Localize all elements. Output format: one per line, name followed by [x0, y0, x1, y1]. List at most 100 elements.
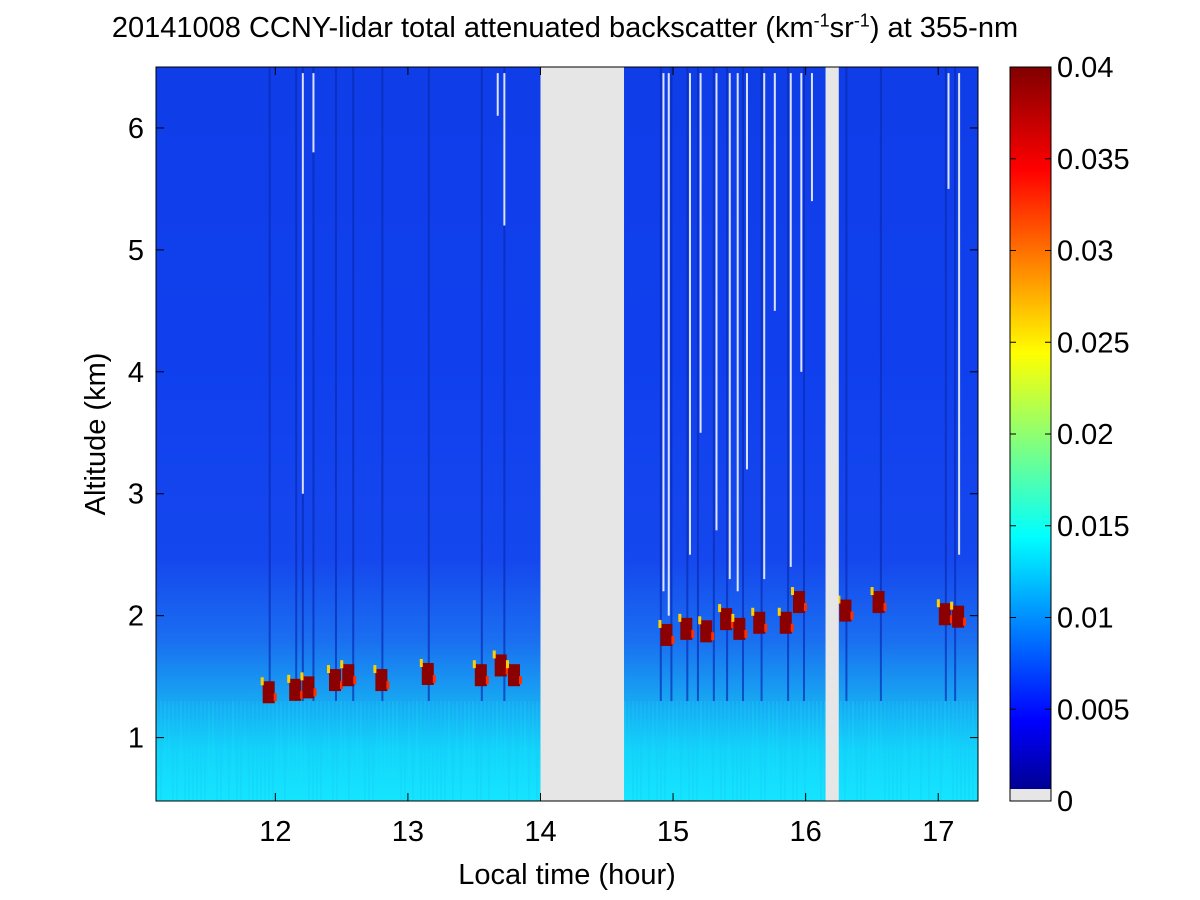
- saturated-streak: [667, 73, 670, 616]
- texture-stripe: [956, 701, 958, 801]
- colorbar: 0 0.005 0.01 0.015 0.02 0.025 0.03 0.035 0.04: [1009, 52, 1130, 818]
- texture-stripe: [644, 701, 646, 801]
- texture-stripe: [160, 701, 162, 801]
- texture-stripe: [484, 701, 486, 801]
- cloud-edge: [850, 611, 854, 620]
- cloud-core: [302, 676, 315, 699]
- cloud-edge: [313, 688, 317, 697]
- texture-stripe: [452, 701, 454, 801]
- cloud-edge: [300, 690, 304, 699]
- texture-stripe: [936, 701, 938, 801]
- colorbar-nodata-swatch: [1010, 789, 1051, 801]
- y-tick-label: 4: [128, 357, 144, 389]
- texture-stripe: [868, 701, 870, 801]
- attenuation-line: [670, 67, 673, 702]
- x-tick-label: 14: [524, 816, 556, 848]
- texture-stripe: [336, 701, 338, 801]
- texture-stripe: [932, 701, 934, 801]
- texture-stripe: [900, 701, 902, 801]
- texture-stripe: [524, 701, 526, 801]
- texture-stripe: [500, 701, 502, 801]
- cloud-core: [660, 623, 673, 646]
- texture-stripe: [508, 701, 510, 801]
- colorbar-tick-label: 0: [1057, 786, 1073, 818]
- texture-stripe: [804, 701, 806, 801]
- texture-stripe: [656, 701, 658, 801]
- texture-stripe: [796, 701, 798, 801]
- y-tick-label: 5: [128, 235, 144, 267]
- texture-stripe: [696, 701, 698, 801]
- texture-stripe: [732, 701, 734, 801]
- texture-stripe: [684, 701, 686, 801]
- texture-stripe: [480, 701, 482, 801]
- texture-stripe: [356, 701, 358, 801]
- chart-title-prefix: 20141008 CCNY-lidar total attenuated bac…: [111, 12, 814, 44]
- texture-stripe: [904, 701, 906, 801]
- texture-stripe: [756, 701, 758, 801]
- texture-stripe: [668, 701, 670, 801]
- saturated-streak: [810, 73, 813, 202]
- x-tick-label: 17: [922, 816, 954, 848]
- texture-stripe: [416, 701, 418, 801]
- cloud-core: [375, 669, 388, 692]
- texture-stripe: [808, 701, 810, 801]
- cloud-core: [793, 591, 806, 614]
- texture-stripe: [520, 701, 522, 801]
- cloud-core: [680, 617, 693, 640]
- texture-stripe: [464, 701, 466, 801]
- cloud-core: [720, 608, 733, 631]
- attenuation-line: [760, 67, 763, 702]
- texture-stripe: [792, 701, 794, 801]
- saturated-streak: [503, 73, 506, 226]
- cloud-edge: [505, 660, 509, 669]
- attenuation-line: [802, 67, 805, 702]
- texture-stripe: [924, 701, 926, 801]
- texture-stripe: [352, 701, 354, 801]
- cloud-edge: [790, 623, 794, 632]
- texture-stripe: [384, 701, 386, 801]
- texture-stripe: [224, 701, 226, 801]
- texture-stripe: [692, 701, 694, 801]
- texture-stripe: [876, 701, 878, 801]
- texture-stripe: [764, 701, 766, 801]
- texture-stripe: [280, 701, 282, 801]
- texture-stripe: [164, 701, 166, 801]
- attenuation-line: [726, 67, 729, 702]
- cloud-core: [700, 620, 713, 643]
- colorbar-tick-label: 0.015: [1057, 511, 1130, 543]
- texture-stripe: [660, 701, 662, 801]
- cloud-core: [938, 603, 951, 626]
- texture-stripe: [908, 701, 910, 801]
- attenuation-line: [352, 67, 355, 702]
- texture-stripe: [364, 701, 366, 801]
- attenuation-lines: [268, 67, 957, 702]
- cloud-edge: [731, 620, 735, 629]
- texture-stripe: [952, 701, 954, 801]
- texture-stripe: [272, 701, 274, 801]
- colorbar-gradient: [1010, 67, 1051, 801]
- texture-stripe: [196, 701, 198, 801]
- x-tick-label: 13: [392, 816, 424, 848]
- texture-stripe: [648, 701, 650, 801]
- cloud-edge: [287, 674, 291, 683]
- attenuation-line: [712, 67, 715, 702]
- texture-stripe: [340, 701, 342, 801]
- texture-stripe: [860, 701, 862, 801]
- texture-stripe: [532, 701, 534, 801]
- saturated-streak: [688, 73, 691, 555]
- x-axis-label: Local time (hour): [458, 859, 676, 891]
- x-axis: 12 13 14 15 16 17: [259, 67, 954, 848]
- attenuation-line: [954, 67, 957, 702]
- texture-stripe: [840, 701, 842, 801]
- cloud-core: [952, 605, 965, 628]
- saturated-streak: [745, 73, 748, 470]
- chart-title-sup-2: -1: [853, 10, 870, 31]
- texture-stripe: [400, 701, 402, 801]
- saturated-streak: [699, 73, 702, 433]
- cloud-edge: [804, 603, 808, 612]
- cloud-edge: [870, 587, 874, 596]
- cloud-edge: [691, 629, 695, 638]
- texture-stripe: [800, 701, 802, 801]
- colorbar-tick-label: 0.035: [1057, 144, 1130, 176]
